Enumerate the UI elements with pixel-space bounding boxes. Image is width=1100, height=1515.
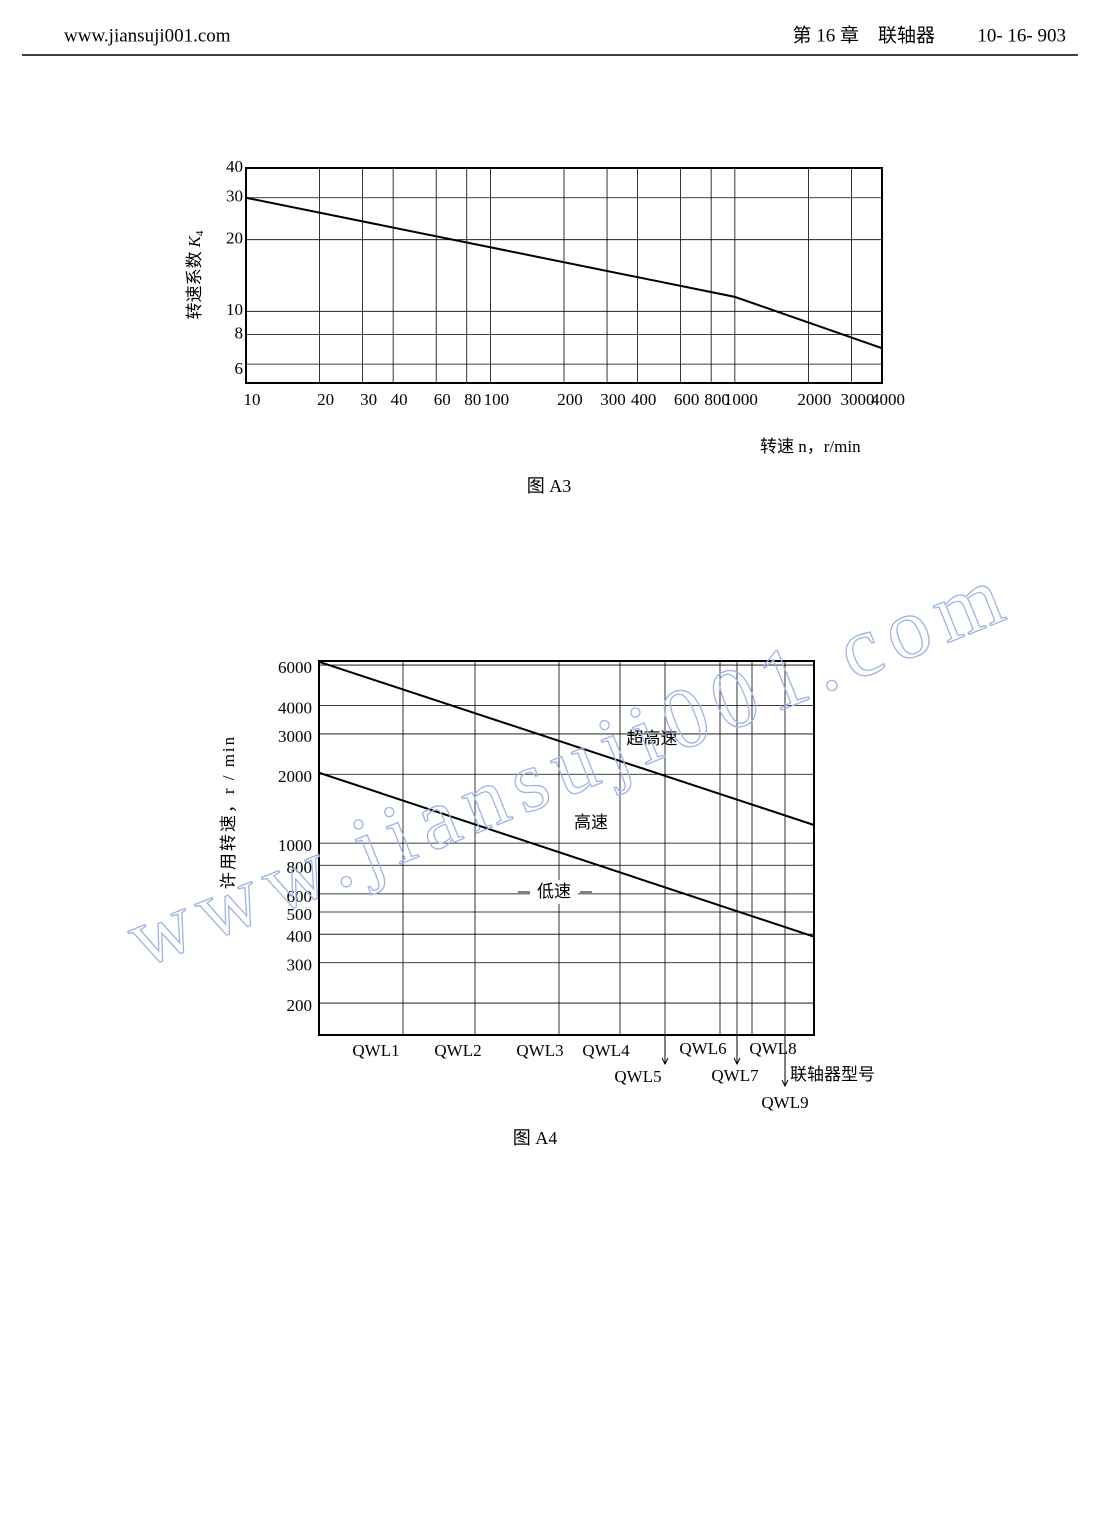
plot-frame	[318, 660, 815, 1036]
data-line	[318, 771, 815, 938]
x-category-label: QWL6	[679, 1039, 726, 1058]
header-page: 10- 16- 903	[977, 25, 1066, 46]
y-tick-label: 30	[226, 187, 243, 206]
data-line	[318, 660, 815, 826]
header-chapter: 第 16 章 联轴器	[792, 24, 935, 46]
x-axis-label: 转速 n，r/min	[760, 437, 861, 456]
y-axis-label-symbol: K	[185, 234, 204, 248]
x-tick-label: 30	[360, 390, 377, 409]
y-tick-label: 2000	[278, 767, 312, 786]
x-tick-label: 10	[244, 390, 261, 409]
y-tick-label: 6	[235, 359, 244, 378]
arrow-head	[781, 1079, 789, 1088]
x-category-label: QWL4	[582, 1041, 630, 1060]
y-tick-label: 500	[287, 905, 313, 924]
plot-frame	[245, 167, 883, 384]
y-tick-label: 40	[226, 157, 243, 176]
x-tick-label: 300	[600, 390, 626, 409]
x-tick-label: 200	[557, 390, 583, 409]
arrow-head	[661, 1057, 669, 1066]
arrow-head	[733, 1057, 741, 1066]
x-category-label: QWL3	[516, 1041, 563, 1060]
x-tick-label: 60	[434, 390, 451, 409]
y-tick-label: 1000	[278, 836, 312, 855]
y-tick-label: 300	[287, 956, 313, 975]
x-category-label: QWL5	[614, 1067, 661, 1086]
x-category-label: QWL7	[711, 1066, 759, 1085]
x-tick-label: 100	[484, 390, 510, 409]
x-tick-label: 40	[391, 390, 408, 409]
y-tick-label: 3000	[278, 727, 312, 746]
y-tick-label: 6000	[278, 658, 312, 677]
y-tick-label: 800	[287, 858, 313, 877]
x-tick-label: 400	[631, 390, 657, 409]
y-tick-label: 20	[226, 229, 243, 248]
x-tick-label: 800	[704, 390, 730, 409]
x-tick-label: 600	[674, 390, 700, 409]
label-bg	[530, 880, 578, 904]
header-site: www.jiansuji001.com	[64, 25, 231, 46]
x-category-label: QWL9	[761, 1093, 808, 1112]
y-tick-label: 4000	[278, 698, 312, 717]
x-axis-label: 联轴器型号	[790, 1065, 875, 1084]
x-tick-label: 3000	[840, 390, 874, 409]
x-category-label: QWL8	[749, 1039, 796, 1058]
y-tick-label: 400	[287, 927, 313, 946]
caption: 图 A4	[513, 1128, 558, 1148]
x-category-label: QWL1	[352, 1041, 399, 1060]
x-tick-label: 80	[464, 390, 481, 409]
series-label: 低速	[537, 882, 571, 901]
x-category-label: QWL2	[434, 1041, 481, 1060]
region-label: 高速	[574, 813, 608, 832]
series-label: 超高速	[627, 729, 678, 748]
watermark: www.jiansuji001.com	[114, 543, 1025, 986]
x-tick-label: 4000	[871, 390, 905, 409]
data-line	[245, 196, 883, 350]
y-axis-label: 许用转速，r / min	[219, 735, 238, 889]
y-tick-label: 600	[287, 887, 313, 906]
y-tick-label: 200	[287, 996, 313, 1015]
caption: 图 A3	[527, 476, 572, 496]
y-tick-label: 8	[235, 323, 244, 342]
y-axis-label-text: 转速系数	[185, 251, 204, 319]
x-tick-label: 2000	[797, 390, 831, 409]
x-tick-label: 1000	[724, 390, 758, 409]
y-axis-label: 转速系数 K4	[185, 230, 206, 319]
y-tick-label: 10	[226, 300, 243, 319]
y-axis-label-subscript: 4	[194, 230, 206, 236]
x-tick-label: 20	[317, 390, 334, 409]
